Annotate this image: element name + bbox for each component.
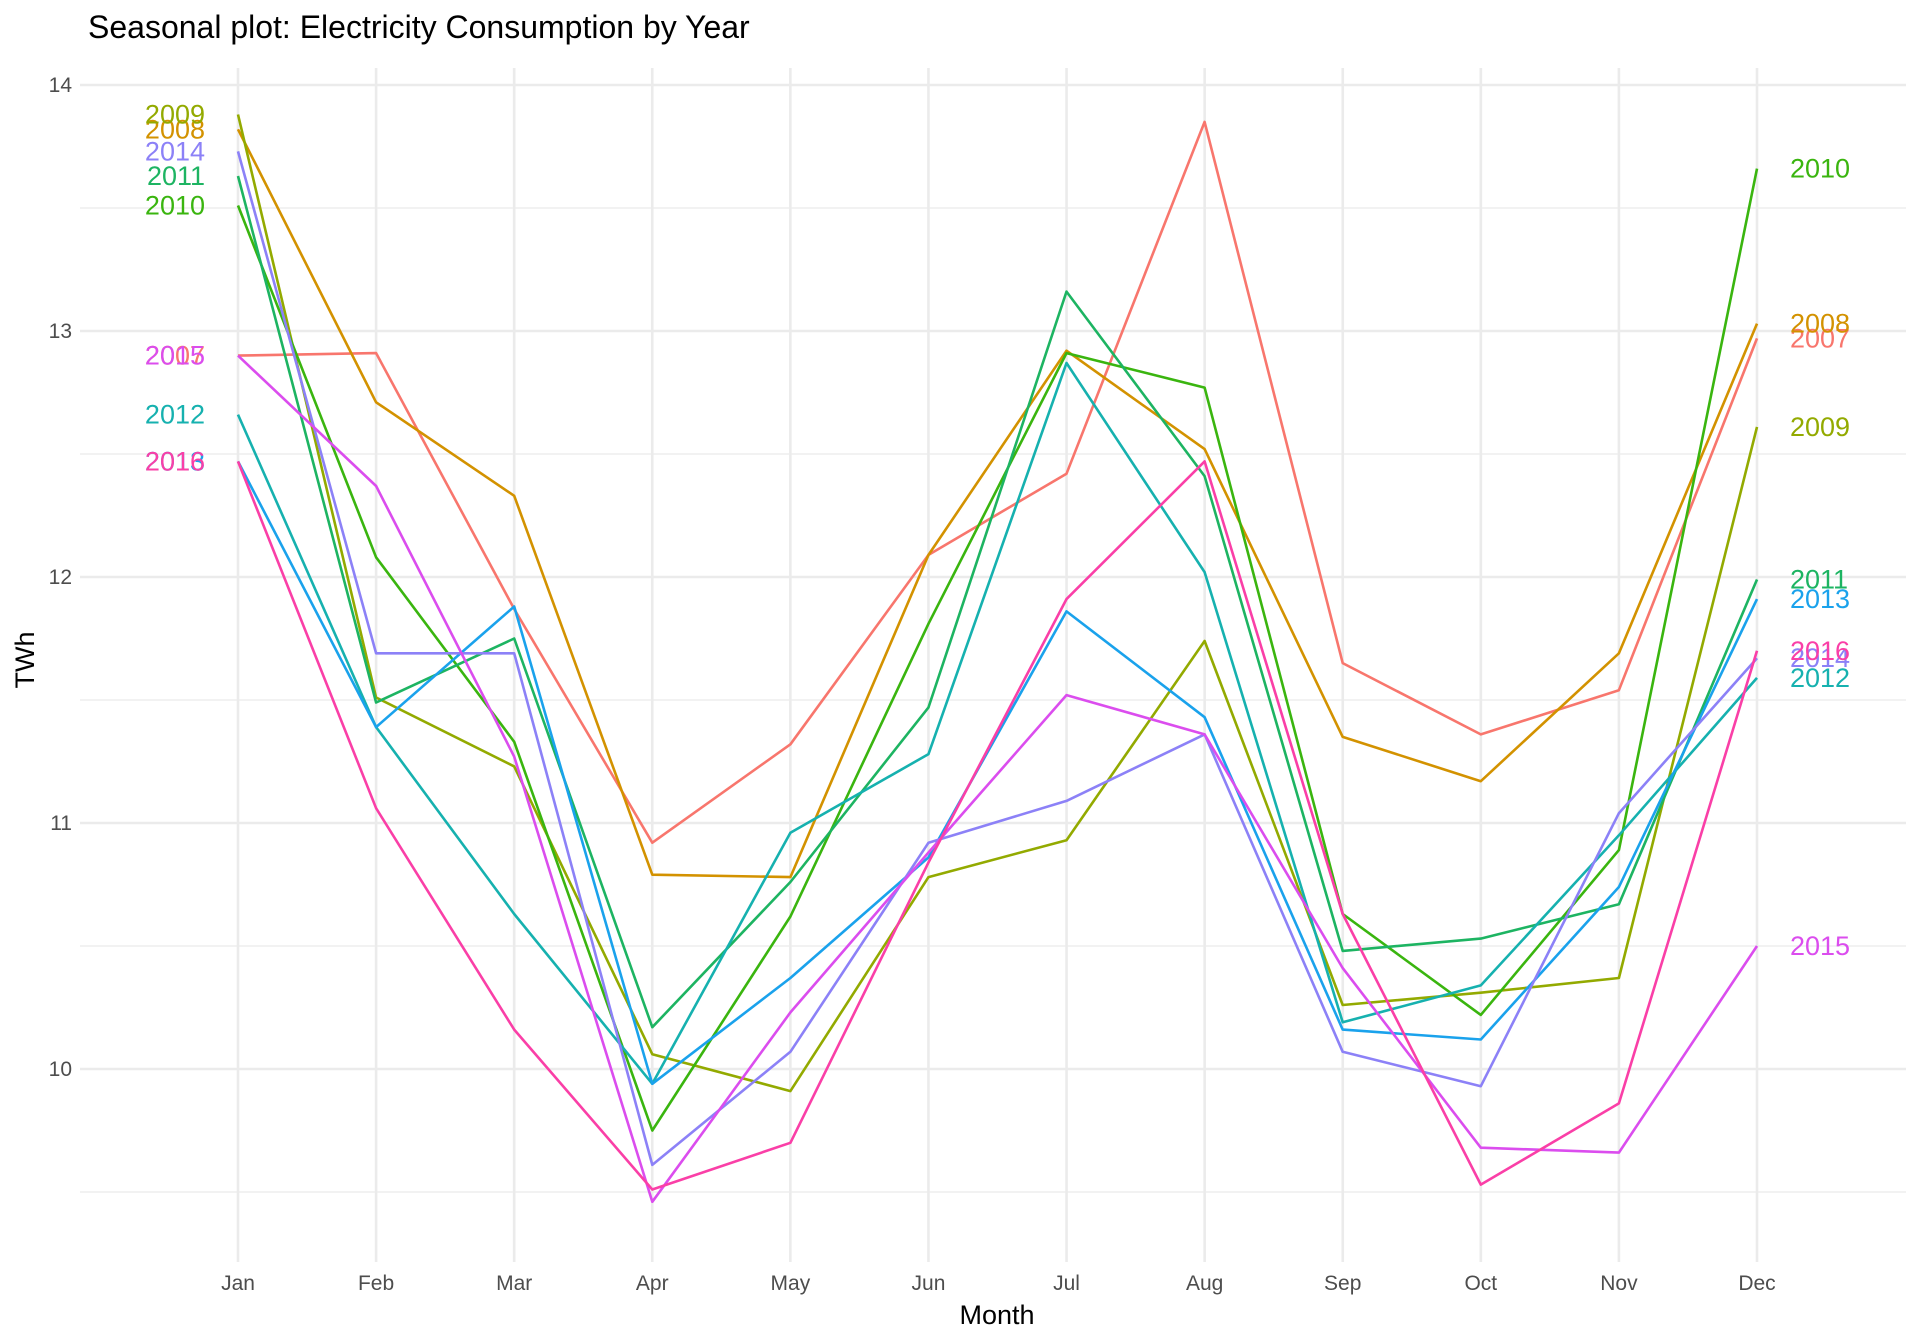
series-label-end-2013: 2013 (1790, 584, 1850, 614)
series-label-start-2014: 2014 (145, 136, 205, 166)
series-lines (236, 114, 1759, 1204)
series-line-2009 (236, 114, 1759, 1093)
series-label-end-2007: 2007 (1790, 323, 1850, 353)
series-label-start-2008: 2008 (145, 114, 205, 144)
y-axis-ticks: 10 11 12 13 14 (49, 74, 73, 1081)
series-line-2011 (236, 175, 1759, 1029)
series-label-end-2016: 2016 (1790, 636, 1850, 666)
x-tick-label: Apr (636, 1272, 669, 1295)
series-line-2007 (237, 120, 1759, 845)
series-line-2008 (236, 128, 1759, 879)
x-axis-ticks: Jan Feb Mar Apr May Jun Jul Aug Sep Oct Nov Dec (221, 1272, 1776, 1295)
series-label-start-2015: 2015 (145, 341, 205, 371)
gridlines (80, 68, 1906, 1262)
x-tick-label: Dec (1738, 1272, 1775, 1295)
x-tick-label: Jun (912, 1272, 946, 1295)
series-line-2013 (236, 460, 1759, 1086)
y-tick-label: 10 (49, 1058, 72, 1081)
series-label-end-2011: 2011 (1790, 564, 1848, 594)
x-tick-label: Jan (221, 1272, 255, 1295)
series-label-end-2010: 2010 (1790, 154, 1850, 184)
x-tick-label: Feb (358, 1272, 394, 1295)
series-label-end-2009: 2009 (1790, 412, 1850, 442)
x-tick-label: Aug (1186, 1272, 1223, 1295)
series-labels: 2007200720082008200920092010201020112011… (145, 100, 1850, 961)
series-label-end-2015: 2015 (1790, 931, 1850, 961)
series-label-start-2007: 2007 (145, 341, 205, 371)
series-label-start-2012: 2012 (145, 400, 205, 430)
y-tick-label: 14 (49, 74, 73, 97)
series-label-start-2011: 2011 (147, 161, 205, 191)
series-label-start-2013: 2013 (145, 446, 205, 476)
x-tick-label: Oct (1464, 1272, 1497, 1295)
y-tick-label: 12 (49, 566, 72, 589)
series-label-end-2012: 2012 (1790, 663, 1850, 693)
series-line-2016 (236, 460, 1759, 1191)
x-tick-label: Nov (1600, 1272, 1638, 1295)
series-line-2015 (237, 354, 1759, 1204)
y-tick-label: 11 (50, 812, 72, 835)
x-axis-title: Month (959, 1300, 1034, 1330)
x-tick-label: Mar (496, 1272, 532, 1295)
series-label-end-2014: 2014 (1790, 643, 1850, 673)
series-label-start-2010: 2010 (145, 191, 205, 221)
series-label-end-2008: 2008 (1790, 309, 1850, 339)
x-tick-label: May (771, 1272, 811, 1295)
series-label-start-2009: 2009 (145, 100, 205, 130)
y-tick-label: 13 (49, 320, 72, 343)
x-tick-label: Jul (1053, 1272, 1080, 1295)
series-line-2012 (236, 361, 1758, 1086)
y-axis-title: TWh (10, 632, 40, 689)
series-line-2014 (236, 151, 1758, 1167)
series-label-start-2016: 2016 (145, 446, 205, 476)
chart-title: Seasonal plot: Electricity Consumption b… (88, 9, 750, 45)
x-tick-label: Sep (1324, 1272, 1361, 1295)
